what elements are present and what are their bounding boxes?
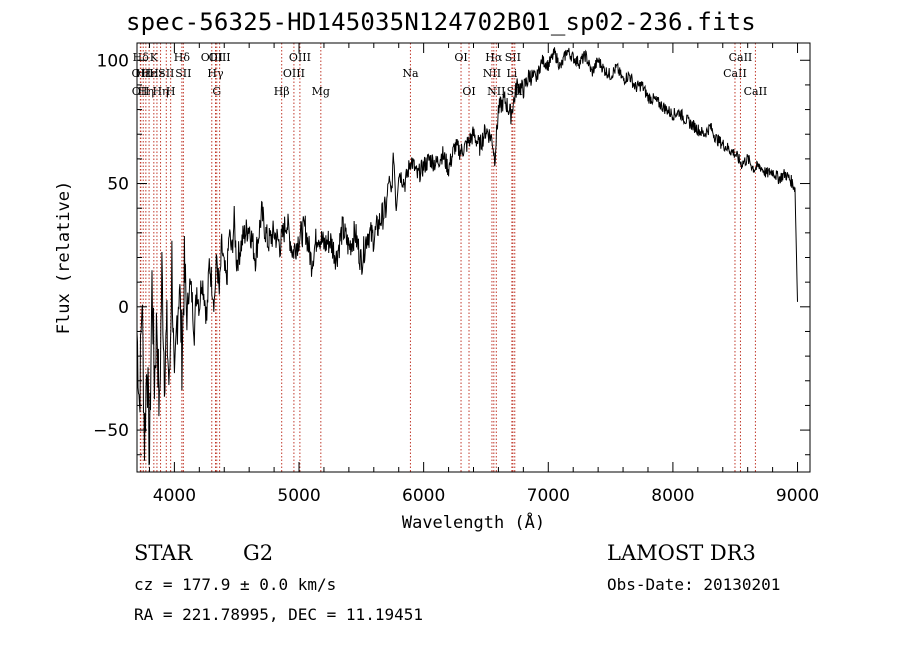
spectral-line-label: K <box>150 51 159 64</box>
y-tick-label: 0 <box>118 298 129 318</box>
spectral-line-label: Hδ <box>174 51 191 64</box>
page-title: spec-56325-HD145035N124702B01_sp02-236.f… <box>126 8 756 36</box>
survey-name: LAMOST DR3 <box>607 541 756 565</box>
spectral-line-label: OI <box>454 51 467 64</box>
spectral-line-label: CaII <box>729 51 753 64</box>
spectral-line-label: Hβ <box>274 85 290 98</box>
x-axis-label: Wavelength (Å) <box>402 511 545 533</box>
x-tick-label: 5000 <box>277 486 320 506</box>
y-axis-label: Flux (relative) <box>54 181 74 335</box>
spectral-line-label: Hε <box>149 67 165 80</box>
x-tick-label: 7000 <box>527 486 570 506</box>
spectral-line-label: NII <box>483 67 501 80</box>
spectral-line-label: NII <box>487 85 505 98</box>
spectral-line-label: OI <box>462 85 475 98</box>
spectral-line-label: SII <box>175 67 191 80</box>
spectral-line-label: Hη <box>138 85 154 98</box>
x-tick-label: 6000 <box>402 486 445 506</box>
spectral-line-label: Hε <box>141 67 157 80</box>
y-tick-label: 100 <box>97 51 129 71</box>
spectral-line-label: OII <box>132 85 150 98</box>
spectral-line-label: OIII <box>209 51 231 64</box>
spectral-line-label: Hε <box>136 67 152 80</box>
spectral-line-label: Hα <box>485 51 503 64</box>
spectral-line-label: OIII <box>283 67 305 80</box>
object-subclass: G2 <box>243 541 274 565</box>
obs-date-text: Obs-Date: 20130201 <box>607 575 781 594</box>
spectral-line-label: Hγ <box>207 67 224 80</box>
y-tick-label: 50 <box>107 175 129 195</box>
spectral-line-label: CaII <box>744 85 768 98</box>
spectral-line-label: Li <box>506 67 517 80</box>
object-class: STAR <box>134 541 193 565</box>
spectral-line-label: OII <box>132 67 150 80</box>
spectral-line-label: Mg <box>312 85 330 98</box>
spectral-line-label: G <box>212 85 221 98</box>
coordinates-text: RA = 221.78995, DEC = 11.19451 <box>134 605 423 624</box>
y-tick-label: −50 <box>93 421 129 441</box>
x-tick-label: 8000 <box>651 486 694 506</box>
spectral-line-label: Hη <box>152 85 168 98</box>
x-tick-label: 4000 <box>153 486 196 506</box>
spectral-line-label: H <box>166 85 176 98</box>
spectral-line-label: OIII <box>201 51 223 64</box>
spectral-line-label: SII <box>505 51 521 64</box>
spectral-line-label: SII <box>158 67 174 80</box>
spectrum-trace <box>136 47 798 466</box>
spectral-line-label: OIII <box>289 51 311 64</box>
spectral-line-label: CaII <box>723 67 747 80</box>
x-tick-label: 9000 <box>776 486 819 506</box>
redshift-text: cz = 177.9 ± 0.0 km/s <box>134 575 337 594</box>
spectral-line-label: Na <box>402 67 419 80</box>
